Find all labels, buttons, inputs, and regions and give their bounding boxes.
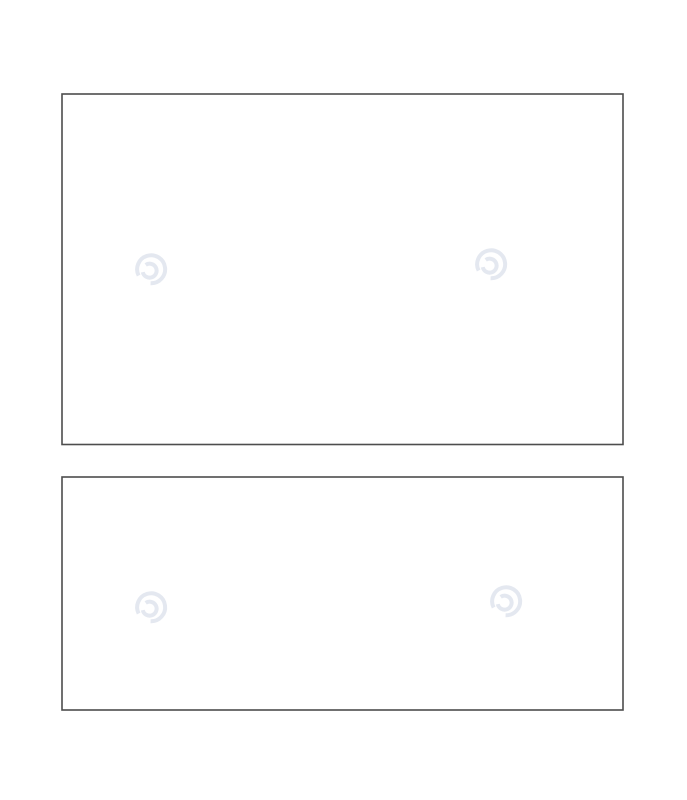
purity-logo-icon	[490, 585, 523, 618]
purity-watermark	[135, 253, 168, 286]
purity-watermark	[490, 585, 523, 618]
bottom-chart-frame	[61, 476, 624, 711]
purity-logo-icon	[475, 248, 508, 281]
watermarks	[135, 248, 523, 624]
purity-logo-icon	[135, 591, 168, 624]
top-chart-frame	[61, 93, 624, 446]
purity-logo-icon	[135, 253, 168, 286]
purity-watermark	[475, 248, 508, 281]
purity-watermark	[135, 591, 168, 624]
